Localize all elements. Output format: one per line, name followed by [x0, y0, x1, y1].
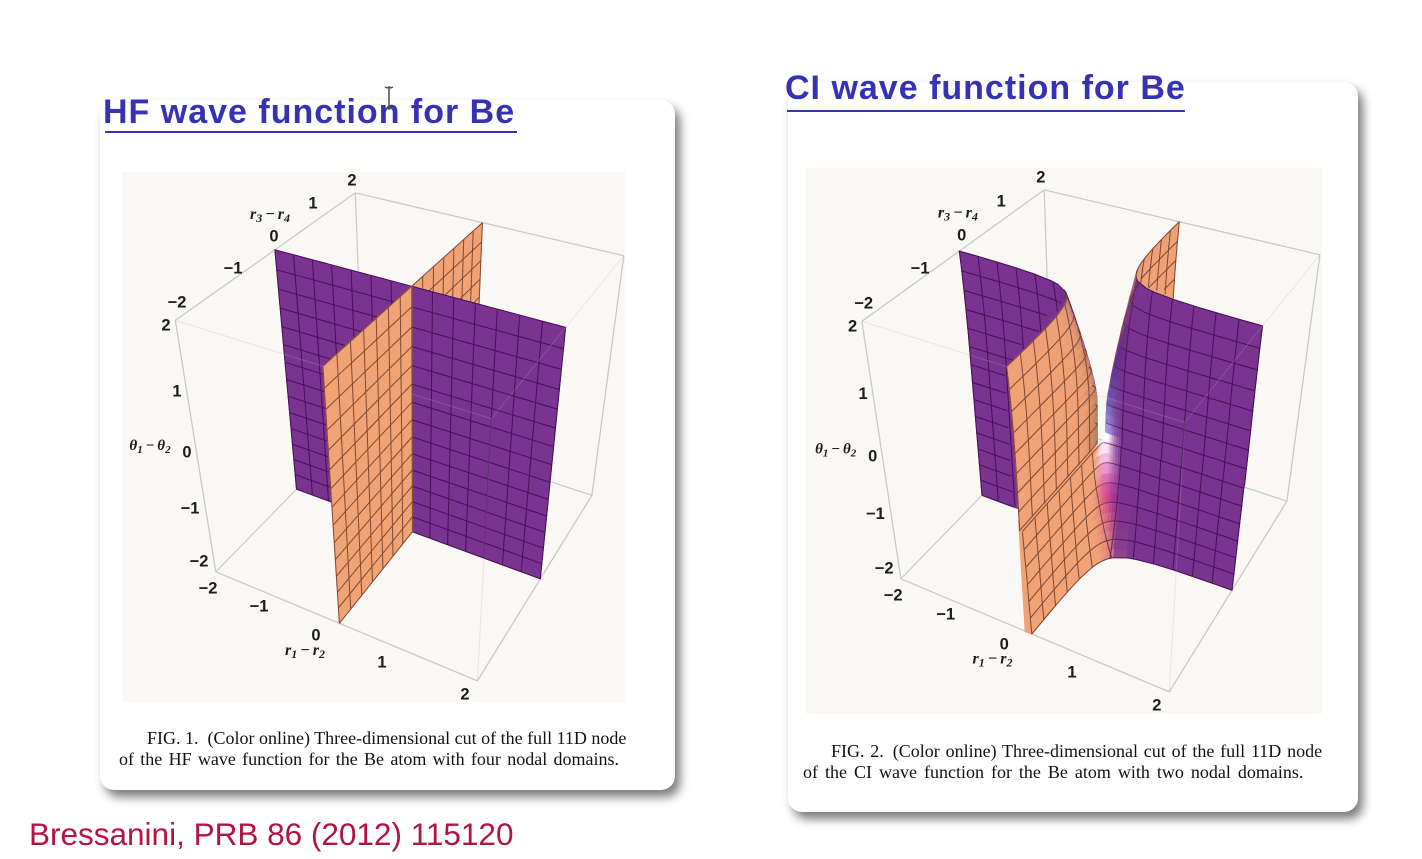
svg-text:r1 − r2: r1 − r2 — [285, 642, 325, 661]
svg-text:−2: −2 — [168, 294, 187, 312]
svg-text:r1 − r2: r1 − r2 — [973, 651, 1013, 670]
svg-text:0: 0 — [1000, 636, 1009, 654]
svg-text:2: 2 — [460, 686, 469, 704]
svg-text:r3 − r4: r3 − r4 — [250, 206, 290, 225]
svg-text:1: 1 — [997, 193, 1006, 211]
svg-text:−1: −1 — [911, 260, 930, 278]
svg-text:2: 2 — [1036, 169, 1045, 187]
svg-text:2: 2 — [347, 172, 356, 190]
svg-text:1: 1 — [308, 195, 317, 213]
svg-text:1: 1 — [859, 385, 868, 403]
svg-text:−1: −1 — [250, 598, 269, 616]
svg-text:−2: −2 — [875, 560, 894, 578]
svg-text:−2: −2 — [854, 295, 873, 313]
svg-text:−1: −1 — [181, 500, 200, 518]
svg-text:1: 1 — [172, 383, 181, 401]
svg-text:0: 0 — [269, 228, 278, 246]
svg-text:−2: −2 — [190, 553, 209, 571]
svg-text:−1: −1 — [936, 606, 955, 624]
svg-text:2: 2 — [1152, 697, 1161, 715]
svg-text:2: 2 — [848, 318, 857, 336]
svg-text:2: 2 — [161, 317, 170, 335]
svg-text:0: 0 — [311, 627, 320, 645]
svg-text:1: 1 — [1067, 664, 1076, 682]
svg-text:−2: −2 — [884, 587, 903, 605]
svg-text:0: 0 — [868, 448, 877, 466]
svg-text:0: 0 — [957, 227, 966, 245]
svg-text:−2: −2 — [199, 580, 218, 598]
svg-text:r3 − r4: r3 − r4 — [938, 204, 978, 223]
svg-text:−1: −1 — [224, 260, 243, 278]
svg-text:0: 0 — [182, 444, 191, 462]
svg-text:1: 1 — [377, 654, 386, 672]
svg-text:−1: −1 — [866, 505, 885, 523]
svg-text:θ1 − θ2: θ1 − θ2 — [815, 442, 857, 460]
